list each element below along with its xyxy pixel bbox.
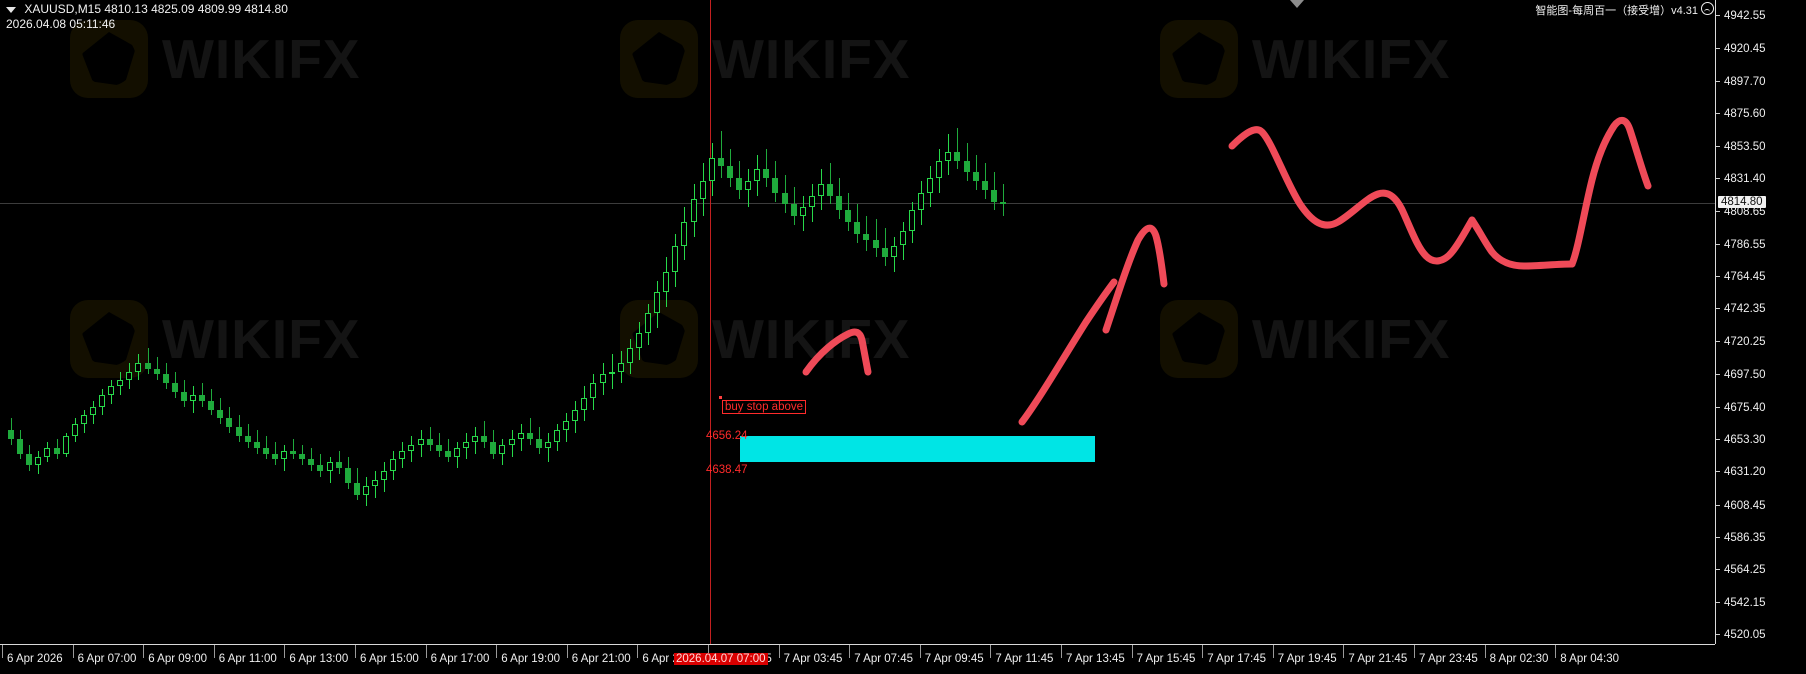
indicator-name-badge[interactable]: 智能图-每周百一（接受增）v4.31 xyxy=(1535,2,1714,18)
symbol-ohlc-text: XAUUSD,M15 4810.13 4825.09 4809.99 4814.… xyxy=(24,2,288,16)
current-time-badge: 2026.04.07 07:00 xyxy=(674,653,768,665)
trend-annotation-stroke xyxy=(1228,126,1476,265)
price-tick: 4875.60 xyxy=(1716,108,1806,120)
trend-annotation-stroke xyxy=(1102,224,1168,334)
chart-header: XAUUSD,M15 4810.13 4825.09 4809.99 4814.… xyxy=(6,2,288,32)
time-tick: 6 Apr 21:00 xyxy=(566,645,631,665)
smiley-face-icon xyxy=(1701,2,1714,15)
time-tick: 7 Apr 21:45 xyxy=(1343,645,1407,665)
price-tick: 4520.05 xyxy=(1716,629,1806,641)
time-tick: 7 Apr 23:45 xyxy=(1414,645,1478,665)
chart-datetime: 2026.04.08 05:11:46 xyxy=(6,17,116,31)
price-tick: 4786.55 xyxy=(1716,239,1806,251)
price-tick: 4808.65 xyxy=(1716,206,1806,218)
zone-bottom-price-label: 4638.47 xyxy=(706,463,748,476)
time-tick: 8 Apr 02:30 xyxy=(1484,645,1548,665)
freehand-annotations xyxy=(802,117,1652,426)
trend-annotation-stroke xyxy=(1018,278,1118,426)
time-tick: 7 Apr 03:45 xyxy=(778,645,842,665)
price-tick: 4920.45 xyxy=(1716,43,1806,55)
time-tick: 7 Apr 07:45 xyxy=(849,645,913,665)
chart-top-marker-icon xyxy=(1290,0,1304,8)
current-price-badge: 4814.80 xyxy=(1718,196,1766,209)
price-tick: 4742.35 xyxy=(1716,303,1806,315)
indicator-label: 智能图-每周百一（接受增）v4.31 xyxy=(1535,5,1698,17)
price-tick: 4697.50 xyxy=(1716,369,1806,381)
time-tick: 6 Apr 2026 xyxy=(2,645,63,665)
time-tick: 7 Apr 17:45 xyxy=(1202,645,1266,665)
time-tick: 6 Apr 09:00 xyxy=(143,645,207,665)
time-tick: 6 Apr 19:00 xyxy=(496,645,560,665)
time-tick: 8 Apr 04:30 xyxy=(1555,645,1619,665)
price-tick: 4586.35 xyxy=(1716,532,1806,544)
price-tick: 4564.25 xyxy=(1716,564,1806,576)
time-tick: 6 Apr 17:00 xyxy=(425,645,489,665)
price-tick: 4897.70 xyxy=(1716,76,1806,88)
price-tick: 4720.25 xyxy=(1716,336,1806,348)
supply-demand-zone xyxy=(740,435,1095,462)
price-tick: 4942.55 xyxy=(1716,10,1806,22)
buy-stop-label: buy stop above xyxy=(722,399,807,414)
price-tick: 4631.20 xyxy=(1716,466,1806,478)
price-tick: 4542.15 xyxy=(1716,597,1806,609)
price-tick: 4653.30 xyxy=(1716,434,1806,446)
price-tick: 4831.40 xyxy=(1716,173,1806,185)
price-tick: 4608.45 xyxy=(1716,500,1806,512)
time-tick: 7 Apr 09:45 xyxy=(919,645,984,665)
time-tick: 7 Apr 15:45 xyxy=(1131,645,1195,665)
crosshair-vertical-line xyxy=(710,0,711,644)
time-tick: 6 Apr 15:00 xyxy=(355,645,419,665)
time-tick: 6 Apr 07:00 xyxy=(72,645,136,665)
trend-annotation-stroke xyxy=(1568,117,1652,268)
trend-annotation-stroke xyxy=(1468,216,1576,270)
current-price-line xyxy=(0,203,1715,205)
price-tick: 4764.45 xyxy=(1716,271,1806,283)
zone-top-price-label: 4656.24 xyxy=(706,429,748,442)
price-tick: 4853.50 xyxy=(1716,141,1806,153)
chart-plot-area[interactable]: buy stop above 4656.24 4638.47 xyxy=(0,0,1715,644)
time-axis[interactable]: 6 Apr 2026 6 Apr 07:00 6 Apr 09:00 6 Apr 11… xyxy=(0,644,1715,674)
time-tick: 6 Apr 13:00 xyxy=(284,645,348,665)
trend-annotation-stroke xyxy=(802,328,872,376)
time-tick: 7 Apr 13:45 xyxy=(1061,645,1125,665)
buy-stop-anchor-dot xyxy=(719,395,722,399)
time-tick: 7 Apr 19:45 xyxy=(1272,645,1337,665)
time-tick: 7 Apr 11:45 xyxy=(990,645,1053,665)
time-tick: 6 Apr 11:00 xyxy=(213,645,277,665)
price-axis[interactable]: 4942.55 4920.45 4897.70 4875.60 4853.50 4831.… xyxy=(1715,0,1806,644)
price-tick: 4675.40 xyxy=(1716,402,1806,414)
triangle-down-icon[interactable] xyxy=(6,6,16,13)
